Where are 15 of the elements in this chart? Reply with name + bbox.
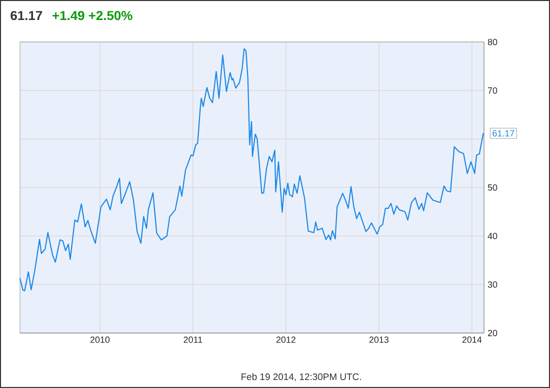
annotation: 61.17 bbox=[492, 130, 514, 137]
y-tick-label: 40 bbox=[488, 232, 498, 240]
text: Feb 19 2014, 12:30PM UTC. bbox=[242, 373, 361, 382]
y-tick-label: 50 bbox=[488, 184, 498, 191]
y-tick-label: 80 bbox=[488, 38, 498, 46]
y-tick-label: 30 bbox=[488, 281, 498, 288]
x-tick-label: 2010 bbox=[90, 336, 110, 343]
chart-title: 61.17 bbox=[10, 10, 42, 20]
y-tick-label: 70 bbox=[488, 87, 498, 94]
x-tick-label: 2013 bbox=[369, 336, 389, 343]
chart-subtitle: +1.49 +2.50% bbox=[52, 10, 132, 20]
x-tick-label: 2011 bbox=[184, 336, 202, 343]
y-tick-label: 20 bbox=[488, 330, 498, 336]
x-tick-label: 2012 bbox=[276, 336, 296, 343]
x-tick-label: 2014 bbox=[462, 336, 482, 343]
